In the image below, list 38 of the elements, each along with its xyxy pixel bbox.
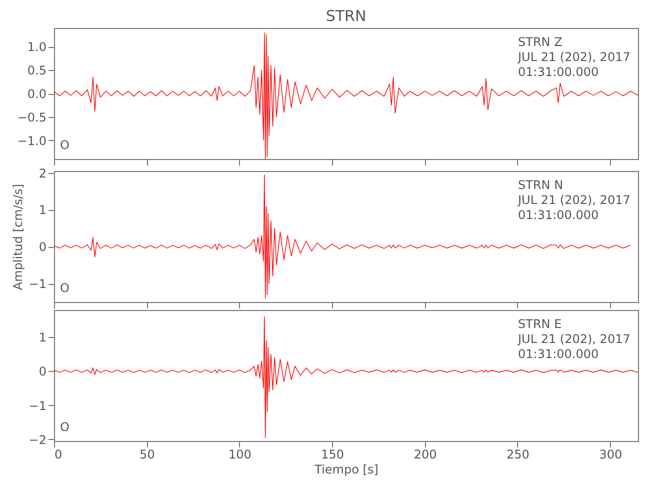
y-tick-label: −0.5 (17, 110, 46, 124)
x-tick-label: 300 (599, 448, 622, 462)
y-tick-label: 0 (38, 364, 46, 379)
x-tick-label: 50 (140, 448, 155, 462)
x-tick-label: 250 (506, 448, 530, 462)
y-tick-label: 1 (38, 203, 46, 218)
chart-title: STRN (326, 7, 366, 25)
y-tick-label: −1 (28, 398, 46, 413)
y-axis-title: Amplitud [cm/s/s] (10, 184, 25, 290)
x-tick-label: 0 (54, 448, 62, 462)
y-tick-label: 0.0 (27, 87, 46, 101)
line-series (54, 32, 638, 159)
annotation: STRN N (518, 178, 564, 192)
line-series (54, 174, 631, 299)
x-tick-label: 200 (414, 448, 437, 462)
x-tick-label: 150 (321, 448, 344, 462)
annotation: O (60, 281, 70, 295)
y-tick-label: 0.5 (27, 64, 46, 78)
annotation: O (60, 420, 70, 434)
annotation: 01:31:00.000 (518, 208, 599, 222)
y-tick-label: 1 (38, 330, 46, 345)
y-tick-label: 1.0 (27, 40, 46, 54)
annotation: JUL 21 (202), 2017 (517, 50, 630, 64)
annotation: STRN Z (518, 35, 562, 49)
y-tick-label: 0 (38, 240, 46, 254)
x-axis-title: Tiempo [s] (314, 462, 378, 476)
annotation: O (60, 138, 70, 152)
y-tick-label: −1 (28, 277, 46, 292)
y-tick-label: −2 (28, 432, 46, 447)
annotation: 01:31:00.000 (518, 65, 599, 79)
annotation: 01:31:00.000 (518, 347, 599, 361)
annotation: JUL 21 (202), 2017 (517, 332, 630, 346)
annotation: JUL 21 (202), 2017 (517, 193, 630, 207)
annotation: STRN E (518, 317, 562, 331)
x-tick-label: 100 (228, 448, 252, 462)
line-series (54, 316, 638, 438)
y-tick-label: −1.0 (17, 134, 46, 148)
y-tick-label: 2 (38, 166, 46, 180)
